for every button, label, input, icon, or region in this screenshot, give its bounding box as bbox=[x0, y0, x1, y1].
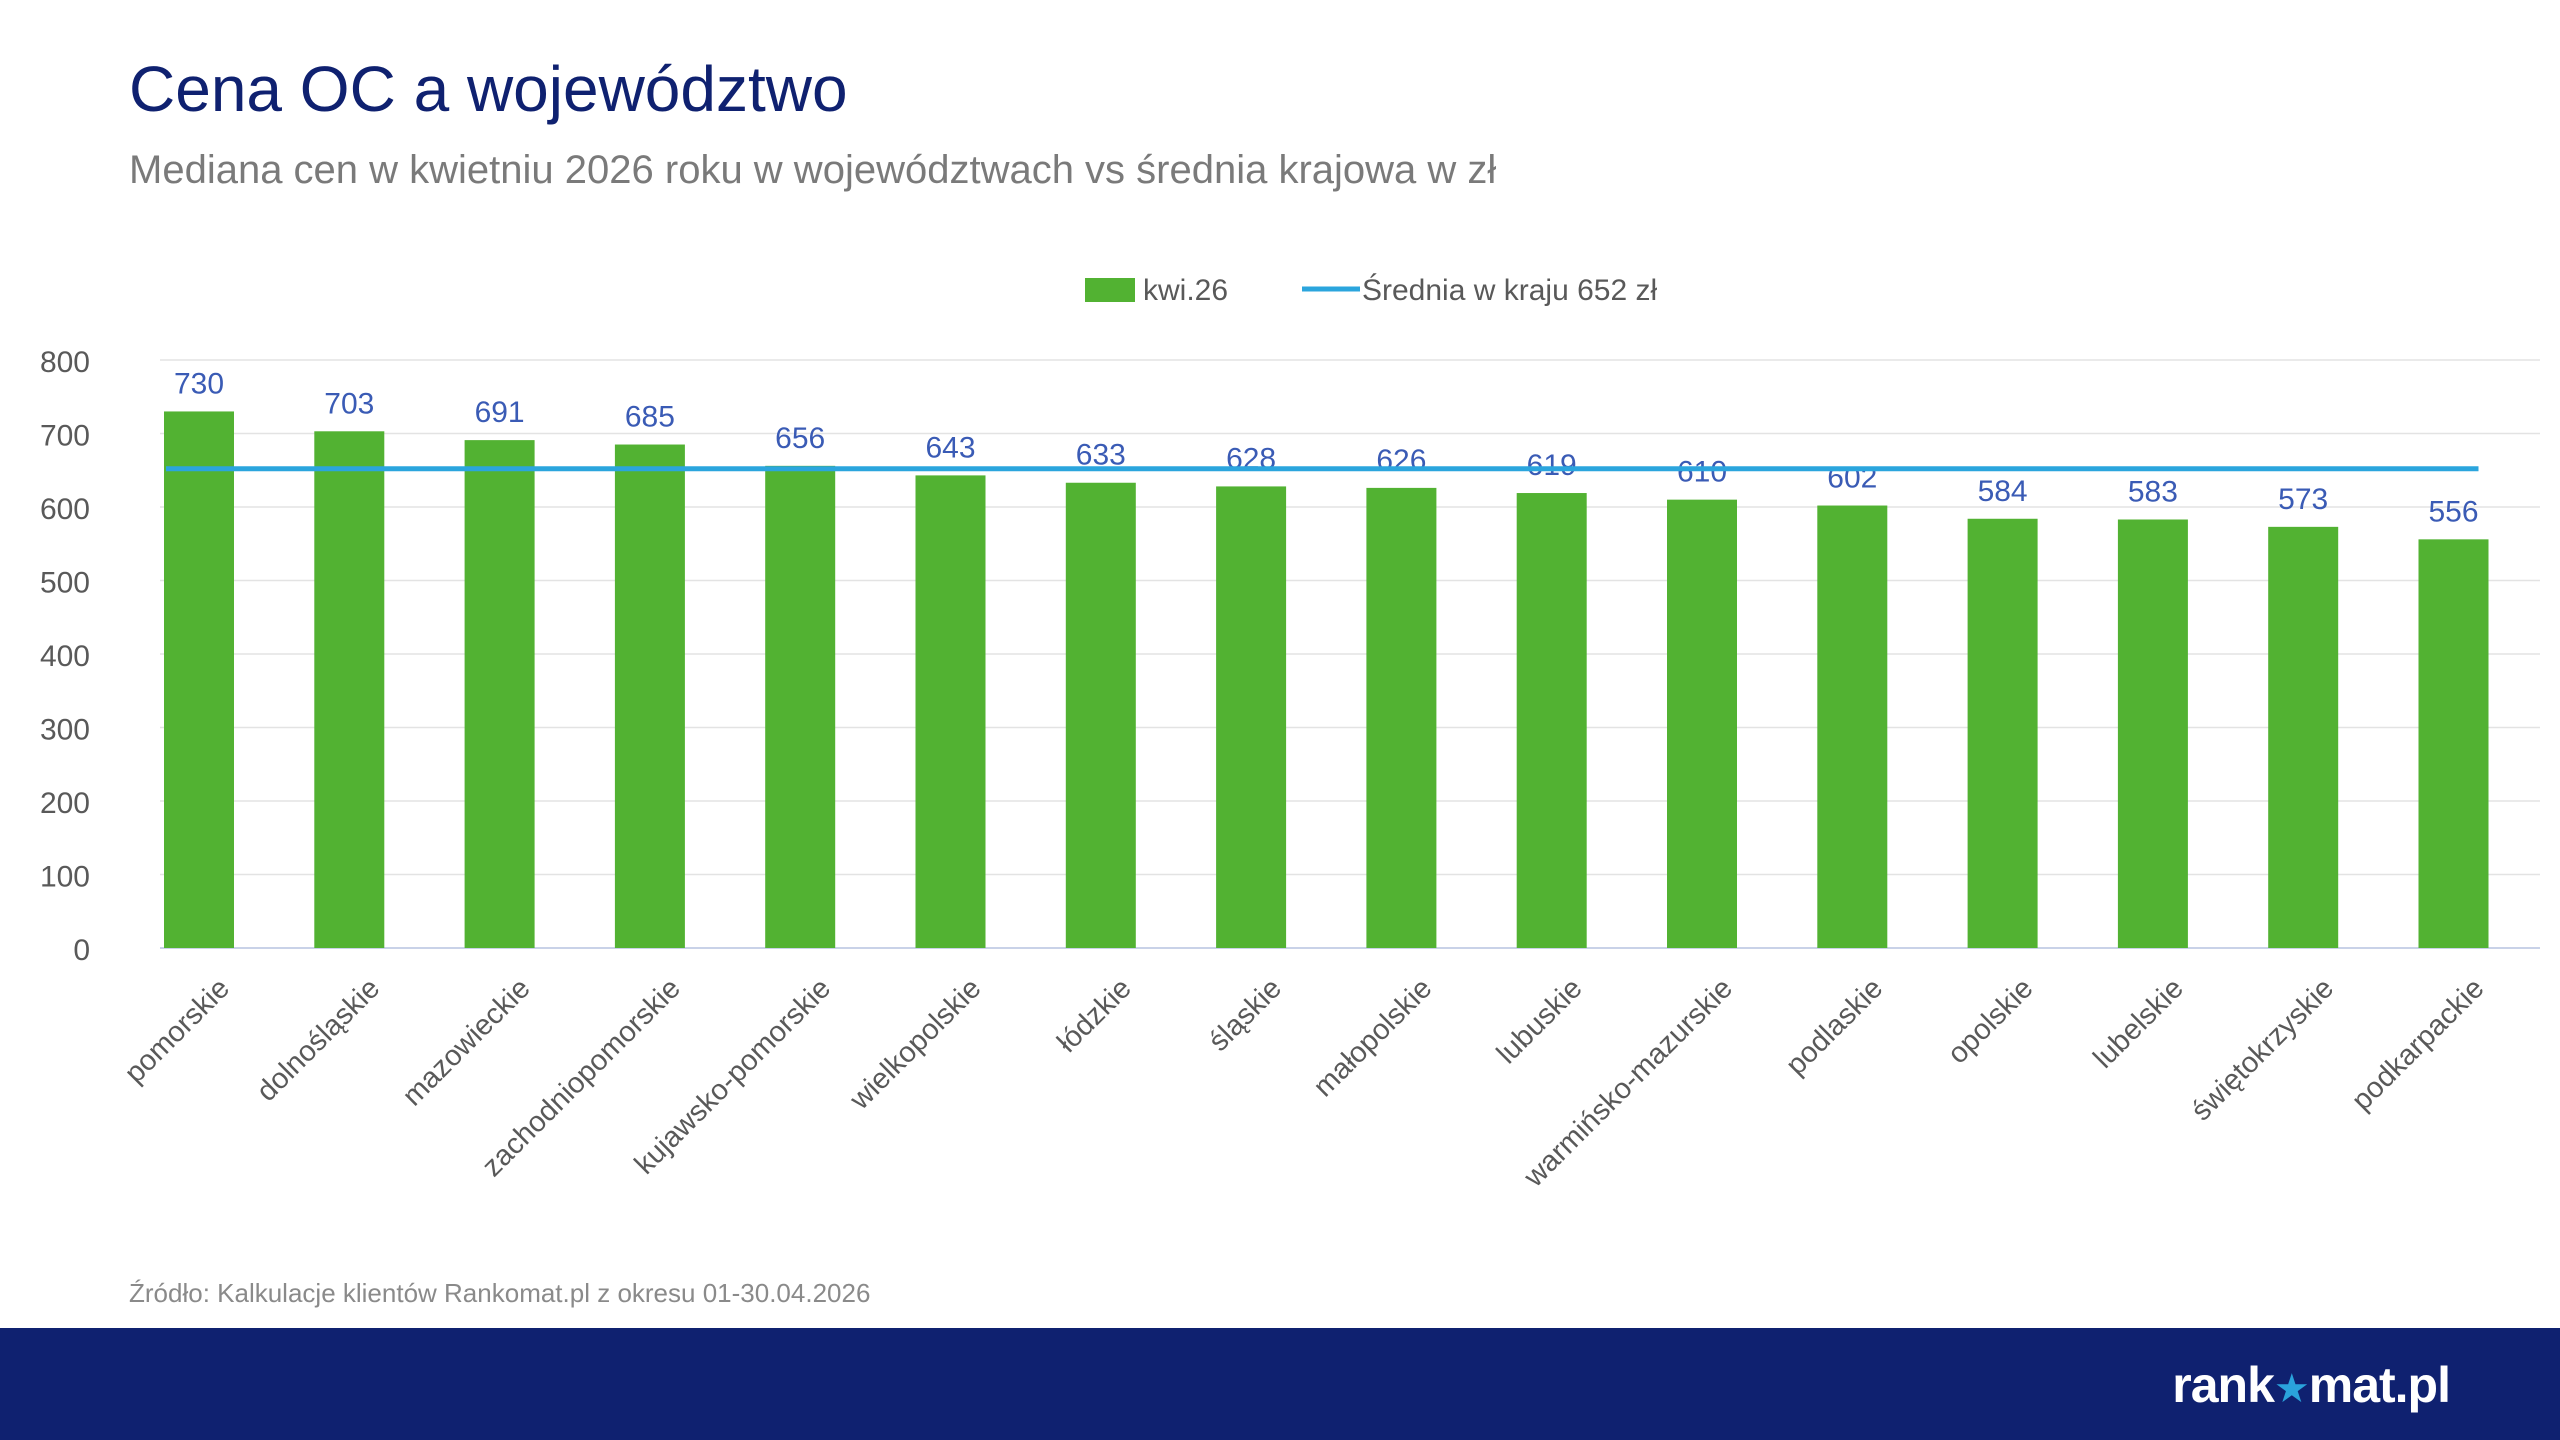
rankomat-logo[interactable]: rank★mat.pl bbox=[2172, 1356, 2451, 1414]
bar bbox=[1967, 518, 2038, 948]
y-tick-label: 800 bbox=[40, 346, 90, 379]
data-label: 685 bbox=[625, 401, 675, 434]
bar bbox=[2418, 539, 2489, 948]
bar bbox=[314, 431, 385, 948]
page-title: Cena OC a województwo bbox=[129, 53, 848, 125]
bar bbox=[1216, 486, 1287, 948]
data-label: 583 bbox=[2128, 475, 2178, 508]
bar bbox=[2117, 519, 2188, 948]
data-label: 584 bbox=[1978, 475, 2028, 508]
data-label: 633 bbox=[1076, 439, 1126, 472]
data-label: 730 bbox=[174, 367, 224, 400]
data-label: 703 bbox=[324, 387, 374, 420]
x-tick-label: podlaskie bbox=[1780, 972, 1889, 1081]
bar bbox=[2268, 526, 2339, 948]
x-tick-label: lubelskie bbox=[2087, 972, 2189, 1074]
x-tick-label: lubuskie bbox=[1491, 972, 1589, 1070]
y-tick-label: 500 bbox=[40, 567, 90, 600]
bar bbox=[1516, 493, 1587, 948]
page-subtitle: Mediana cen w kwietniu 2026 roku w wojew… bbox=[129, 148, 1497, 192]
data-label: 656 bbox=[775, 422, 825, 455]
bar bbox=[1065, 482, 1136, 948]
logo-text-left: rank bbox=[2172, 1357, 2275, 1413]
y-tick-label: 200 bbox=[40, 787, 90, 820]
source-note: Źródło: Kalkulacje klientów Rankomat.pl … bbox=[129, 1278, 871, 1308]
bar bbox=[164, 411, 234, 948]
bar bbox=[614, 444, 685, 948]
data-label: 626 bbox=[1376, 444, 1426, 477]
star-icon: ★ bbox=[2273, 1367, 2310, 1411]
bar bbox=[1817, 505, 1888, 948]
bar bbox=[1667, 499, 1737, 948]
legend-swatch-bars bbox=[1085, 278, 1135, 302]
bar bbox=[915, 475, 986, 948]
logo-text-right: mat.pl bbox=[2308, 1357, 2451, 1413]
legend-label-bars: kwi.26 bbox=[1143, 274, 1228, 307]
bar bbox=[765, 465, 836, 948]
x-tick-label: świętokrzyskie bbox=[2185, 972, 2340, 1127]
y-tick-label: 100 bbox=[40, 861, 90, 894]
data-label: 573 bbox=[2278, 483, 2328, 516]
x-tick-label: dolnośląskie bbox=[251, 972, 386, 1107]
x-tick-label: wielkopolskie bbox=[843, 972, 987, 1116]
bar bbox=[1366, 487, 1437, 948]
legend-label-average: Średnia w kraju 652 zł bbox=[1362, 273, 1657, 307]
x-tick-label: podkarpackie bbox=[2346, 972, 2491, 1117]
x-tick-label: śląskie bbox=[1203, 972, 1288, 1057]
x-tick-label: mazowieckie bbox=[397, 972, 537, 1112]
x-tick-label: łódzkie bbox=[1051, 972, 1137, 1058]
bar-chart: 0 100 200 300 400 500 600 700 800 730 pomorskie 703… bbox=[40, 273, 2540, 1194]
data-label: 691 bbox=[475, 396, 525, 429]
y-tick-label: 0 bbox=[73, 934, 90, 967]
y-tick-label: 400 bbox=[40, 640, 90, 673]
y-tick-label: 300 bbox=[40, 714, 90, 747]
x-tick-label: pomorskie bbox=[119, 972, 236, 1089]
y-tick-label: 600 bbox=[40, 493, 90, 526]
y-tick-label: 700 bbox=[40, 420, 90, 453]
x-tick-label: opolskie bbox=[1942, 972, 2040, 1070]
bar bbox=[464, 440, 535, 948]
data-label: 556 bbox=[2428, 495, 2478, 528]
data-label: 643 bbox=[925, 431, 975, 464]
data-label: 619 bbox=[1527, 449, 1577, 482]
data-label: 610 bbox=[1677, 456, 1727, 489]
x-tick-label: małopolskie bbox=[1307, 972, 1438, 1103]
footer-bar: rank★mat.pl bbox=[0, 1328, 2560, 1440]
